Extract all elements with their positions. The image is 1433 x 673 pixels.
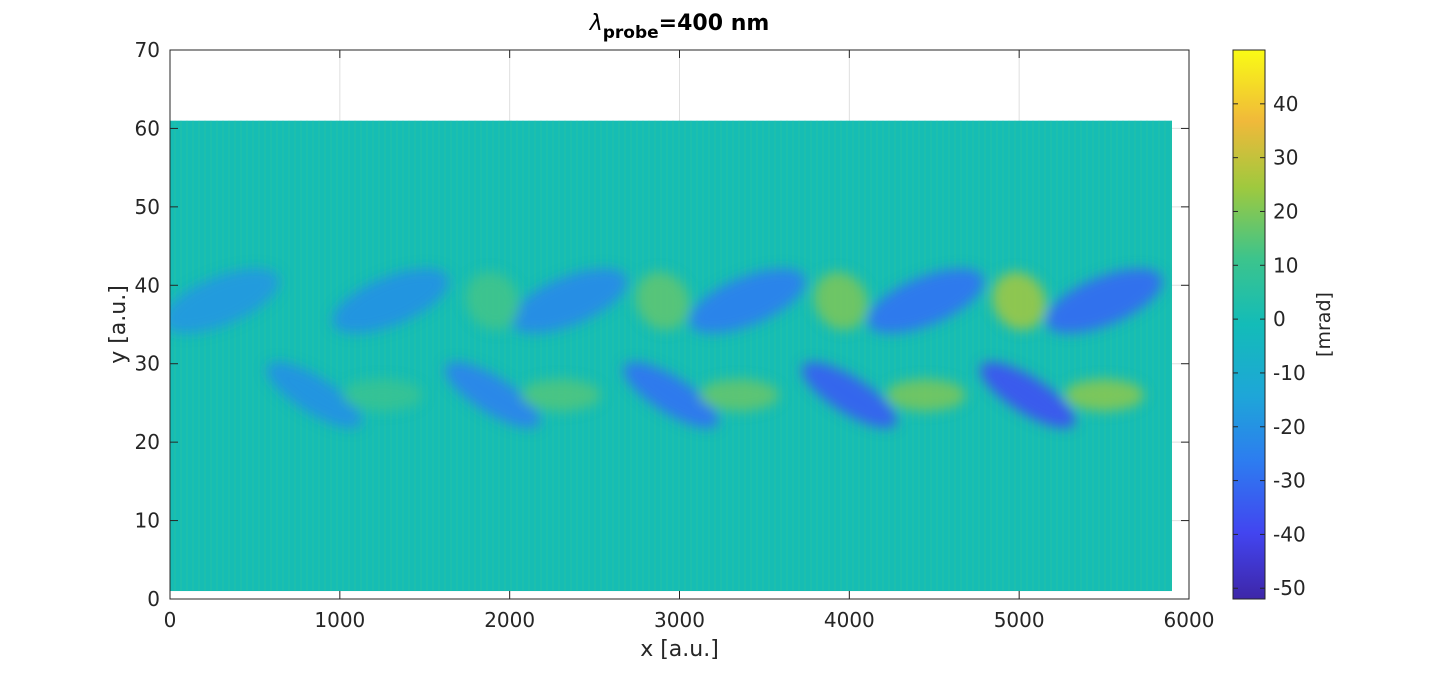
colorbar-ticks: -50 -40 -30 -20 -10 0 10 20 30 40: [1233, 92, 1306, 600]
title-subscript: probe: [603, 23, 659, 43]
heatmap-feature-positive-upper: [635, 271, 690, 331]
heatmap-feature-positive-upper: [465, 271, 520, 331]
heatmap-feature-lower-lobe: [980, 362, 1076, 428]
colorbar-tick-label: -10: [1273, 361, 1306, 385]
colorbar-tick-label: -30: [1273, 469, 1306, 493]
title-symbol: λ: [589, 11, 603, 36]
x-tick-label: 3000: [654, 608, 705, 632]
colorbar-tick-label: 0: [1273, 307, 1286, 331]
y-tick-label: 70: [135, 38, 160, 62]
y-tick-label: 10: [135, 509, 160, 533]
chart-title: λprobe=400 nm: [589, 11, 770, 43]
x-tick-label: 4000: [824, 608, 875, 632]
colorbar: -50 -40 -30 -20 -10 0 10 20 30 40 [mrad]: [1232, 49, 1335, 600]
colorbar-tick-label: -20: [1273, 415, 1306, 439]
heatmap-features: [170, 268, 1163, 428]
y-tick-label: 30: [135, 352, 160, 376]
heatmap-feature-positive-upper: [813, 271, 868, 331]
heatmap-feature-lower-lobe: [801, 362, 897, 428]
heatmap-feature-positive-lower: [342, 379, 423, 412]
colorbar-label: [mrad]: [1313, 292, 1335, 357]
heatmap-feature-positive-lower: [698, 379, 779, 412]
x-tick-label: 6000: [1164, 608, 1215, 632]
heatmap-feature-upper-lobe: [689, 268, 806, 334]
plot-area: 0 1000 2000 3000 4000 5000 6000 0 10 20 30 40 50 60 7…: [135, 38, 1215, 632]
heatmap-feature-positive-lower: [885, 379, 966, 412]
heatmap-feature-upper-lobe: [332, 268, 449, 334]
y-tick-label: 60: [135, 116, 160, 140]
colorbar-gradient: [1232, 49, 1266, 600]
colorbar-tick-label: 10: [1273, 253, 1298, 277]
colorbar-tick-label: 40: [1273, 92, 1298, 116]
title-value: =400 nm: [659, 11, 770, 36]
heatmap-feature-upper-lobe: [1045, 268, 1163, 334]
colorbar-tick-label: 30: [1273, 146, 1298, 170]
heatmap-feature-lower-lobe: [623, 362, 719, 428]
heatmap-feature-lower-lobe: [266, 362, 362, 428]
x-tick-label: 2000: [484, 608, 535, 632]
heatmap-feature-upper-lobe: [170, 268, 280, 334]
y-tick-label: 20: [135, 430, 160, 454]
y-tick-label: 0: [147, 587, 160, 611]
heatmap-feature-upper-lobe: [867, 268, 984, 334]
y-axis-label: y [a.u.]: [106, 285, 131, 364]
y-axis-ticks: 0 10 20 30 40 50 60 70: [135, 38, 1189, 611]
y-tick-label: 50: [135, 195, 160, 219]
heatmap-feature-lower-lobe: [445, 362, 541, 428]
heatmap: [170, 120, 1173, 592]
heatmap-feature-positive-lower: [1064, 379, 1145, 412]
heatmap-feature-positive-lower: [520, 379, 601, 412]
x-tick-label: 0: [164, 608, 177, 632]
x-tick-label: 1000: [314, 608, 365, 632]
colorbar-tick-label: -40: [1273, 522, 1306, 546]
x-tick-label: 5000: [994, 608, 1045, 632]
y-tick-label: 40: [135, 273, 160, 297]
heatmap-feature-positive-upper: [992, 271, 1047, 331]
x-axis-label: x [a.u.]: [640, 637, 719, 662]
colorbar-tick-label: 20: [1273, 199, 1298, 223]
x-axis-ticks: 0 1000 2000 3000 4000 5000 6000: [164, 50, 1215, 632]
colorbar-tick-label: -50: [1273, 576, 1306, 600]
heatmap-feature-upper-lobe: [510, 268, 628, 334]
heatmap-texture: [170, 120, 1173, 592]
